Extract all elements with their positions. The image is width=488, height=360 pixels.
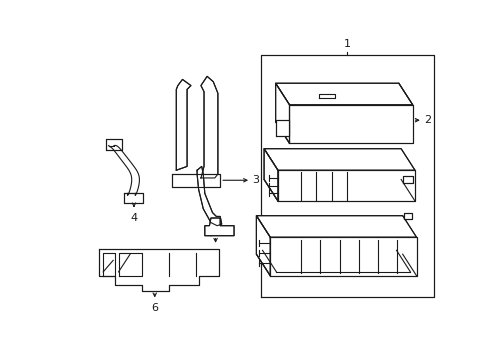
Text: 3: 3 — [252, 175, 259, 185]
Polygon shape — [402, 176, 412, 183]
Polygon shape — [270, 237, 416, 276]
Text: 1: 1 — [343, 39, 350, 49]
Polygon shape — [106, 139, 122, 150]
Polygon shape — [275, 83, 412, 105]
Polygon shape — [176, 80, 190, 170]
Text: 4: 4 — [130, 213, 137, 222]
Polygon shape — [275, 120, 289, 136]
Polygon shape — [197, 166, 221, 226]
Polygon shape — [264, 149, 414, 170]
Text: 2: 2 — [424, 115, 430, 125]
Polygon shape — [201, 76, 218, 178]
Polygon shape — [404, 213, 411, 219]
Polygon shape — [172, 174, 220, 187]
Polygon shape — [123, 193, 143, 203]
Polygon shape — [204, 218, 234, 236]
Text: 5: 5 — [212, 249, 219, 259]
Polygon shape — [256, 216, 270, 276]
Polygon shape — [264, 149, 277, 201]
Polygon shape — [99, 249, 218, 291]
Polygon shape — [261, 55, 433, 297]
Text: 6: 6 — [151, 303, 158, 314]
Polygon shape — [277, 170, 414, 201]
Polygon shape — [275, 83, 289, 143]
Polygon shape — [289, 105, 412, 143]
Polygon shape — [256, 216, 416, 237]
